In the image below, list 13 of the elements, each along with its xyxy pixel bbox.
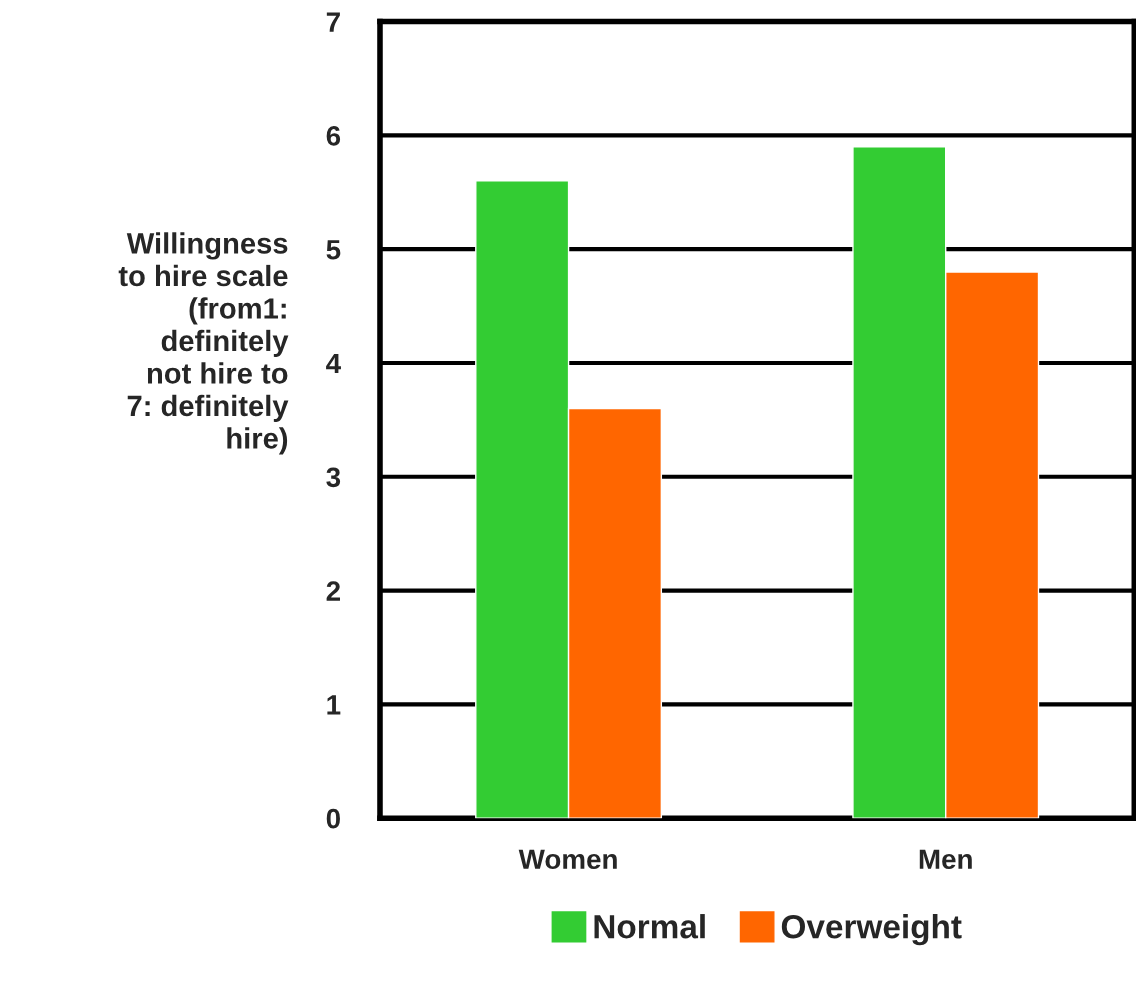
legend-label: Overweight bbox=[781, 914, 962, 946]
y-tick-label: 6 bbox=[326, 126, 341, 146]
x-tick-label: Men bbox=[919, 849, 972, 870]
y-tick-label: 3 bbox=[326, 467, 341, 488]
y-axis-title: Willingness to hire scale (from1: definitely not hire to 7: definitely hire) bbox=[118, 232, 289, 455]
x-tick-label: Women bbox=[518, 849, 617, 870]
y-tick-label: 1 bbox=[327, 695, 341, 715]
y-tick-label: 0 bbox=[326, 808, 340, 829]
y-tick-label: 2 bbox=[326, 581, 340, 601]
legend-label: Normal bbox=[594, 914, 705, 939]
y-tick-label: 4 bbox=[326, 353, 341, 374]
y-tick-label: 5 bbox=[326, 240, 341, 260]
y-tick-label: 7 bbox=[326, 12, 340, 32]
